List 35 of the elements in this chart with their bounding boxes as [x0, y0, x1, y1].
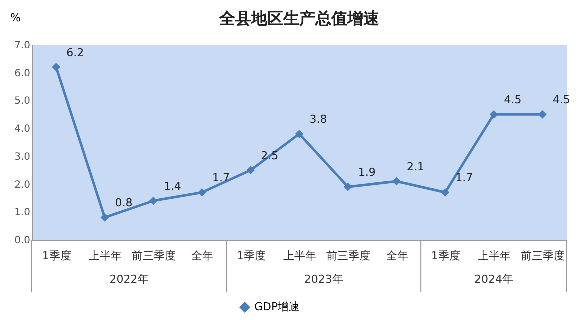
- x-tick-label: 前三季度: [132, 250, 176, 262]
- text: 2023年: [304, 273, 344, 286]
- x-tick-label: 全年: [192, 250, 214, 262]
- data-label: 1.7: [456, 172, 474, 185]
- x-tick-label: 前三季度: [326, 250, 371, 262]
- data-label: 4.5: [504, 94, 522, 107]
- y-tick-label: 0.0: [14, 236, 30, 246]
- data-label: 1.9: [358, 166, 376, 180]
- x-tick-label: 上半年: [88, 250, 122, 262]
- text: 2022年: [110, 273, 149, 286]
- data-label: 3.8: [310, 113, 328, 126]
- x-tick-label: 上半年: [284, 250, 316, 262]
- x-tick-label: 1季度: [431, 250, 460, 262]
- chart-title: 全县地区生产总值增速: [218, 9, 380, 28]
- data-label: 4.5: [552, 94, 570, 107]
- y-tick-label: 1.0: [14, 208, 30, 219]
- data-label: 1.4: [164, 180, 182, 193]
- x-tick-label: 1季度: [42, 250, 72, 262]
- x-tick-label: 1季度: [236, 250, 266, 262]
- data-label: 0.8: [115, 196, 133, 210]
- data-label: 1.7: [212, 172, 230, 185]
- x-tick-label: 上半年: [478, 250, 512, 262]
- y-tick-label: 4.0: [14, 124, 30, 136]
- x-tick-label: 全年: [386, 250, 408, 262]
- legend-label: GDP增速: [254, 300, 300, 314]
- y-tick-label: 6.0: [14, 68, 30, 80]
- data-label: 6.2: [66, 46, 84, 60]
- text: 2024年: [474, 273, 514, 286]
- y-tick-label: 3.0: [14, 152, 30, 163]
- y-tick-label: 5.0: [14, 96, 30, 108]
- y-tick-label: 2.0: [14, 180, 30, 191]
- y-tick-label: 7.0: [14, 40, 30, 52]
- data-label: 2.1: [407, 160, 425, 174]
- y-axis-title: %: [10, 12, 21, 24]
- x-tick-label: 前三季度: [521, 250, 566, 262]
